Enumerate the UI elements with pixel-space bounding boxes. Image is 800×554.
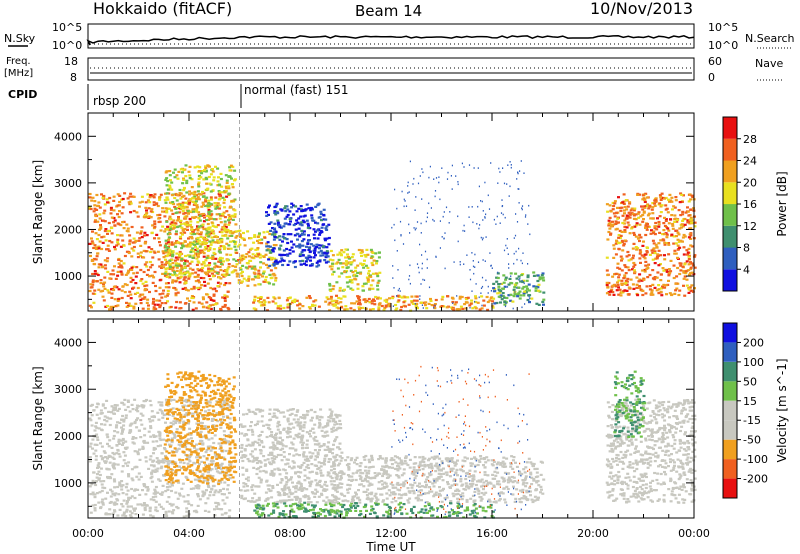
noise-right-tick-bottom: 10^0 <box>708 39 738 52</box>
y-tick-label: 4000 <box>54 336 82 349</box>
colorbar-segment <box>723 204 737 226</box>
cpid-mode-0: rbsp 200 <box>93 94 146 108</box>
colorbar-segment <box>723 478 737 498</box>
y-tick-label: 1000 <box>54 270 82 283</box>
x-tick-label: 20:00 <box>577 527 609 540</box>
power-panel: 1000 2000 3000 4000 Slant Range [km] 4 8 12 16 20… <box>31 112 789 312</box>
y-tick-label: 4000 <box>54 130 82 143</box>
colorbar-segment <box>723 420 737 440</box>
data-region-0 <box>88 192 233 311</box>
velocity-panel: 1000 2000 3000 4000 Slant Range [km] -200 -100… <box>31 318 789 519</box>
noise-left-tick-top: 10^5 <box>52 21 82 34</box>
data-region-3 <box>265 202 331 269</box>
cpid-label: CPID <box>8 88 37 101</box>
colorbar-frame <box>722 322 738 499</box>
colorbar-tick-label: 24 <box>743 155 757 168</box>
cpid-mode-1: normal (fast) 151 <box>244 83 348 97</box>
data-region-2 <box>239 408 344 504</box>
x-tick-label: 00:00 <box>72 527 104 540</box>
colorbar-tick-label: 50 <box>743 375 757 388</box>
noise-panel-frame <box>87 23 695 49</box>
freq-right-tick-bottom: 0 <box>708 71 715 84</box>
data-region-5 <box>605 398 697 504</box>
data-region-6 <box>613 370 647 439</box>
colorbar-tick-label: 200 <box>743 336 764 349</box>
freq-right-tick-top: 60 <box>708 55 722 68</box>
x-tick-label: 00:00 <box>678 527 710 540</box>
x-axis-label: Time UT <box>365 540 416 554</box>
noise-left-tick-bottom: 10^0 <box>52 39 82 52</box>
colorbar-segment <box>723 269 737 292</box>
colorbar-segment <box>723 182 737 205</box>
y-tick-label: 2000 <box>54 430 82 443</box>
colorbar-tick-label: 20 <box>743 176 757 189</box>
colorbar-segment <box>723 117 737 139</box>
data-region-1 <box>163 164 238 278</box>
data-region-4 <box>330 454 546 504</box>
colorbar-segment <box>723 400 737 421</box>
freq-left-tick-bottom: 8 <box>70 71 77 84</box>
noise-left-label: N.Sky <box>4 32 36 45</box>
y-tick-label: 2000 <box>54 223 82 236</box>
data-region-4 <box>328 248 382 292</box>
freq-right-label: Nave <box>755 57 783 70</box>
colorbar-segment <box>723 138 737 161</box>
freq-panel-frame <box>87 57 695 81</box>
colorbar-segment <box>723 439 737 460</box>
data-region-5 <box>252 294 495 312</box>
colorbar-segment <box>723 225 737 248</box>
noise-traces <box>86 35 695 46</box>
freq-left-unit: [MHz] <box>4 68 33 79</box>
y-tick-label: 3000 <box>54 383 82 396</box>
x-tick-label: 12:00 <box>375 527 407 540</box>
data-region-2 <box>234 229 278 287</box>
data-region-3 <box>253 501 495 519</box>
colorbar-tick-label: 100 <box>743 356 764 369</box>
colorbar-label: Velocity [m s^-1] <box>775 358 789 462</box>
colorbar-tick-label: -15 <box>743 414 761 427</box>
colorbar-segment <box>723 361 737 382</box>
noise-right-label: N.Search <box>745 32 795 45</box>
colorbar-segment <box>723 160 737 183</box>
colorbar-segment <box>723 381 737 401</box>
colorbar-tick-label: -100 <box>743 453 768 466</box>
colorbar-tick-label: 4 <box>743 263 750 276</box>
colorbar-segment <box>723 247 737 270</box>
colorbar-tick-label: 28 <box>743 133 757 146</box>
freq-left-tick-top: 18 <box>64 55 78 68</box>
scatter-stripes <box>391 365 531 517</box>
colorbar-segment <box>723 323 737 343</box>
freq-left-label: Freq. <box>6 56 31 67</box>
x-tick-label: 16:00 <box>476 527 508 540</box>
colorbar-tick-label: -200 <box>743 473 768 486</box>
y-tick-label: 3000 <box>54 177 82 190</box>
beam-title: Beam 14 <box>355 2 422 20</box>
station-title: Hokkaido (fitACF) <box>93 0 232 18</box>
noise-right-tick-top: 10^5 <box>708 21 738 34</box>
colorbar-tick-label: -50 <box>743 434 761 447</box>
x-tick-label: 08:00 <box>274 527 306 540</box>
x-tick-labels: 00:00 04:00 08:00 12:00 16:00 20:00 00:00 <box>72 527 710 540</box>
y-tick-label: 1000 <box>54 477 82 490</box>
y-axis-label: Slant Range [km] <box>31 366 45 470</box>
noise-sky-trace <box>86 35 695 46</box>
colorbar-tick-label: 12 <box>743 220 757 233</box>
y-axis-label: Slant Range [km] <box>31 160 45 264</box>
data-region-6 <box>492 271 546 306</box>
colorbar-segment <box>723 342 737 362</box>
colorbar-segment <box>723 459 737 479</box>
colorbar-tick-label: 16 <box>743 198 757 211</box>
colorbar-label: Power [dB] <box>775 171 789 236</box>
scatter-stripes <box>391 160 531 310</box>
data-region-7 <box>605 192 697 297</box>
x-tick-label: 04:00 <box>173 527 205 540</box>
colorbar-tick-label: 8 <box>743 242 750 255</box>
date-title: 10/Nov/2013 <box>590 0 693 18</box>
data-region-1 <box>163 370 238 486</box>
colorbar-tick-label: 15 <box>743 395 757 408</box>
